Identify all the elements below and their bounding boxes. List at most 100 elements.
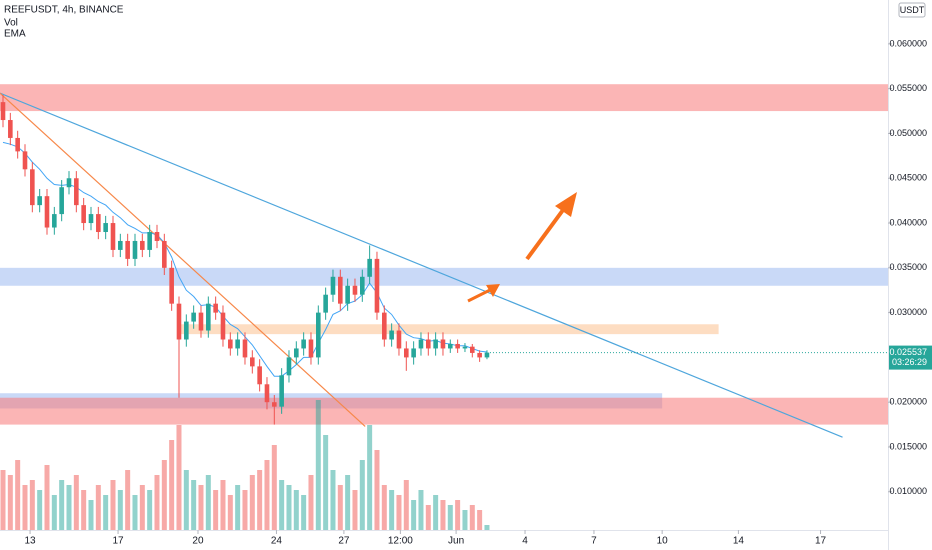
indicator-label: Vol (4, 18, 18, 29)
x-tick-label: 13 (25, 536, 37, 547)
candle-body (242, 339, 248, 358)
candle-body (15, 137, 20, 152)
trend-line (0, 92, 366, 427)
candle-body (396, 330, 402, 349)
candle-body (228, 339, 233, 349)
candle-body (103, 223, 108, 233)
y-tick-label: 0.030000 (889, 307, 927, 317)
volume-bar (88, 500, 94, 530)
volume-bar (418, 490, 424, 530)
volume-bar (147, 490, 153, 530)
volume-bar (323, 435, 329, 530)
candle-body (0, 102, 6, 121)
candle-body (125, 240, 130, 259)
candle-body (8, 120, 13, 138)
volume-bar (389, 490, 395, 530)
candle-body (360, 276, 365, 295)
candle-body (308, 339, 314, 358)
volume-bar (66, 485, 72, 530)
x-tick-label: 10 (657, 536, 669, 547)
candle-body (389, 330, 394, 340)
volume-bar (293, 490, 299, 530)
plot-area (0, 84, 888, 530)
candle-body (330, 276, 336, 295)
candle-body (455, 343, 460, 349)
volume-bar (81, 490, 87, 530)
y-tick-label: 0.045000 (889, 173, 927, 183)
candle-body (52, 214, 57, 228)
x-tick-label: 12:00 (388, 536, 413, 547)
candle-body (374, 258, 380, 313)
last-price-badge (889, 345, 932, 370)
volume-bar (59, 480, 65, 530)
candle-body (147, 232, 152, 250)
candle-body (447, 343, 453, 349)
arrow-head (555, 192, 577, 217)
volume-bar (345, 475, 351, 530)
currency-box[interactable] (898, 2, 926, 18)
volume-bar (367, 425, 373, 530)
candle-body (30, 169, 35, 206)
y-tick-label: 0.060000 (889, 38, 927, 48)
volume-bar (433, 495, 439, 530)
volume-bar (411, 500, 417, 530)
candle-body (74, 178, 79, 206)
volume-bar (37, 490, 43, 530)
volume-bar (249, 475, 255, 530)
volume-bar (403, 480, 409, 530)
trend-line (0, 92, 843, 438)
volume-bar (7, 475, 13, 530)
x-tick-label: 7 (591, 536, 597, 547)
candle-body (176, 303, 182, 340)
volume-bar (125, 470, 131, 530)
price-zone (0, 267, 888, 286)
candle-body (257, 366, 262, 385)
x-tick-label: 20 (192, 536, 204, 547)
volume-bar (183, 470, 189, 530)
candle-body (22, 151, 28, 170)
volume-bar (447, 505, 453, 530)
volume-bar (381, 485, 387, 530)
volume-bar (286, 485, 292, 530)
volume-bar (227, 495, 233, 530)
candle-body (462, 346, 468, 349)
y-tick-label: 0.050000 (889, 128, 927, 138)
countdown-label: 03:26:29 (892, 357, 927, 367)
candle-body (191, 312, 196, 322)
candle-body (367, 258, 372, 277)
volume-bar (477, 510, 483, 530)
volume-bar (455, 500, 461, 530)
candle-body (140, 240, 145, 250)
candle-body (88, 214, 94, 224)
arrow-shaft (525, 208, 565, 261)
x-tick-label: 14 (733, 536, 745, 547)
indicator-label: EMA (4, 29, 26, 40)
volume-bar (279, 480, 285, 530)
candle-body (323, 294, 328, 313)
y-tick-label: 0.040000 (889, 217, 927, 227)
volume-bar (425, 505, 431, 530)
volume-bar (103, 495, 109, 530)
currency-label[interactable]: USDT (900, 5, 925, 15)
candle-body (37, 196, 42, 206)
candle-body (272, 402, 277, 407)
volume-bar (308, 475, 314, 530)
volume-bar (95, 485, 101, 530)
candle-body (110, 223, 116, 250)
candle-body (250, 357, 255, 367)
candle-body (279, 375, 284, 407)
y-tick-label: 0.010000 (889, 486, 927, 496)
volume-bar (15, 460, 21, 530)
volume-bar (51, 495, 57, 530)
candle-body (184, 321, 189, 340)
candle-body (118, 240, 123, 250)
volume-bar (220, 480, 226, 530)
volume-bar (462, 510, 468, 530)
volume-bar (132, 495, 138, 530)
volume-bar (359, 460, 365, 530)
candle-body (352, 285, 358, 295)
candle-body (213, 303, 218, 313)
candle-body (169, 267, 174, 304)
